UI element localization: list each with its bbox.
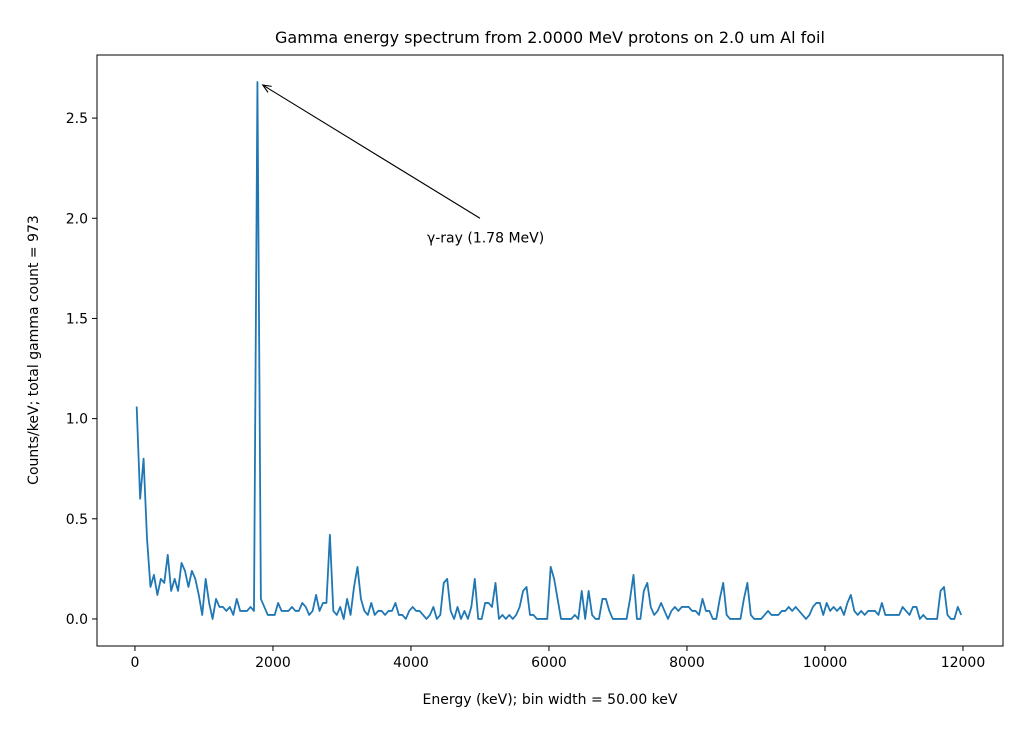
annotation-label: γ-ray (1.78 MeV)	[427, 230, 544, 246]
annotation-arrow-line	[262, 84, 481, 219]
y-tick-label: 2.0	[66, 211, 88, 227]
y-tick-label: 0.0	[66, 612, 88, 628]
chart-title: Gamma energy spectrum from 2.0000 MeV pr…	[275, 28, 825, 47]
y-axis-label: Counts/keV; total gamma count = 973	[26, 215, 42, 485]
annotation-arrow-head	[261, 84, 272, 93]
y-tick-label: 1.5	[66, 311, 88, 327]
x-tick-label: 8000	[669, 655, 705, 671]
gamma-ray-annotation: γ-ray (1.78 MeV)	[261, 84, 544, 246]
x-axis-label: Energy (keV); bin width = 50.00 keV	[422, 692, 677, 708]
x-axis: 0 2000 4000 6000 8000 10000 12000	[130, 646, 985, 671]
spectrum-line	[135, 81, 963, 620]
y-tick-label: 0.5	[66, 512, 88, 528]
y-axis: 0.0 0.5 1.0 1.5 2.0 2.5	[66, 111, 97, 628]
x-tick-label: 2000	[255, 655, 291, 671]
x-tick-label: 6000	[531, 655, 567, 671]
y-tick-label: 2.5	[66, 111, 88, 127]
x-tick-label: 0	[130, 655, 139, 671]
x-tick-label: 4000	[393, 655, 429, 671]
plot-frame	[96, 54, 1004, 647]
x-tick-label: 12000	[941, 655, 986, 671]
y-tick-label: 1.0	[66, 412, 88, 428]
x-tick-label: 10000	[803, 655, 848, 671]
